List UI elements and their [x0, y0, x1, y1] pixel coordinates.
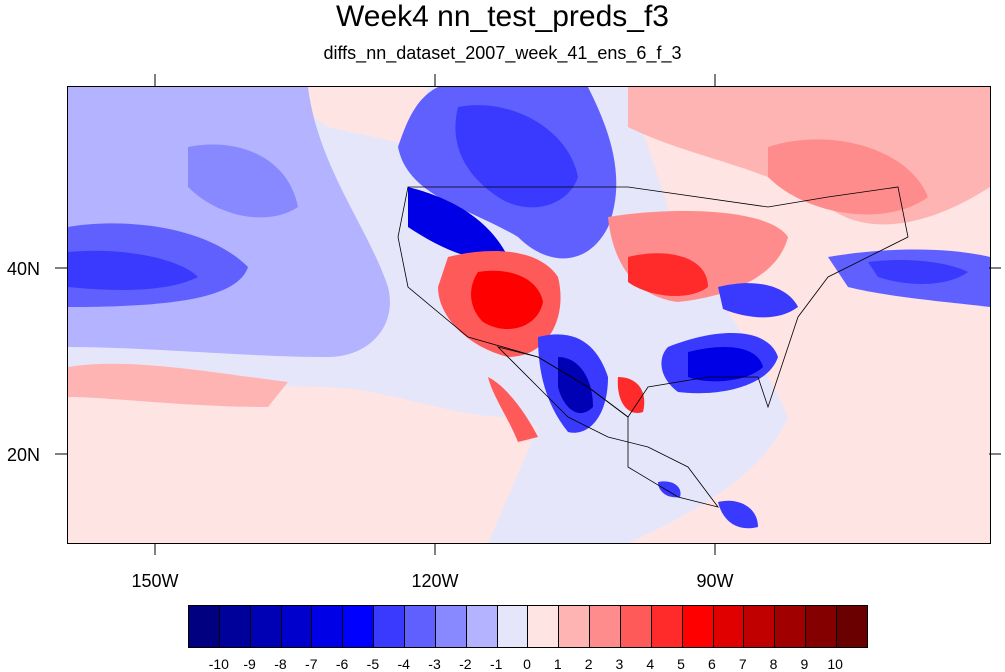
colorbar-tick-label: -7	[305, 656, 318, 672]
colorbar-tick-label: 1	[553, 656, 562, 672]
colorbar-tick-label: 6	[708, 656, 716, 672]
colorbar-box	[343, 606, 375, 647]
lat-label: 20N	[6, 445, 40, 465]
colorbar-tick-label: 0	[523, 656, 531, 672]
field-area	[718, 500, 758, 529]
colorbar-box	[189, 606, 220, 647]
colorbar-tick-label: 10	[827, 656, 843, 672]
us-outline	[397, 186, 909, 418]
colorbar-tick-label: 7	[738, 656, 747, 672]
colorbar-box	[405, 606, 436, 647]
field-area	[68, 363, 288, 407]
lon-label: 120W	[411, 571, 459, 591]
colorbar-box	[837, 606, 867, 647]
field-area	[768, 139, 928, 215]
colorbar-box	[682, 606, 714, 647]
colorbar-tick-label: 5	[677, 656, 685, 672]
field-area	[658, 481, 681, 498]
colorbar-tick-label: -2	[459, 656, 472, 672]
colorbar-box	[806, 606, 838, 647]
field-area	[628, 253, 708, 297]
field-area	[471, 270, 543, 330]
field-area	[718, 283, 798, 318]
colorbar-box	[250, 606, 282, 647]
colorbar-box	[621, 606, 652, 647]
field-area	[408, 187, 508, 260]
colorbar-box	[435, 606, 467, 647]
colorbar-box	[775, 606, 807, 647]
colorbar-tick-label: 2	[584, 656, 593, 672]
colorbar-box	[466, 606, 498, 647]
colorbar-tick-label: -6	[335, 656, 349, 672]
colorbar-tick-label: -8	[274, 656, 287, 672]
colorbar-tick-label: -4	[397, 656, 410, 672]
colorbar-tick-label: -1	[489, 656, 503, 672]
field-area	[68, 374, 538, 543]
colorbar-box	[744, 606, 776, 647]
field-area	[68, 250, 198, 290]
colorbar-box	[559, 606, 591, 647]
field-area	[688, 347, 763, 382]
colorbar-tick-label: 8	[769, 656, 778, 672]
anomaly-field	[68, 87, 990, 543]
lon-label: 150W	[131, 571, 179, 591]
plot-title: Week4 nn_test_preds_f3	[335, 0, 669, 33]
field-area	[617, 377, 645, 413]
map-panel	[67, 86, 991, 544]
colorbar-tick-label: -10	[208, 656, 229, 672]
colorbar-box	[713, 606, 745, 647]
lon-label: 90W	[696, 571, 734, 591]
lat-label: 40N	[6, 259, 40, 279]
field-area	[558, 357, 593, 414]
colorbar-tick-label: 9	[800, 656, 809, 672]
colorbar-box	[374, 606, 406, 647]
field-area	[868, 260, 968, 284]
colorbar	[188, 605, 868, 648]
colorbar-box	[312, 606, 344, 647]
field-area	[488, 377, 538, 442]
colorbar-box	[281, 606, 313, 647]
colorbar-box	[528, 606, 560, 647]
mexico-outline	[496, 346, 719, 508]
colorbar-box	[651, 606, 683, 647]
colorbar-tick-label: -3	[428, 656, 441, 672]
colorbar-tick-label: 3	[615, 656, 624, 672]
colorbar-box	[219, 606, 251, 647]
colorbar-tick-label: -5	[366, 656, 380, 672]
plot-subtitle: diffs_nn_dataset_2007_week_41_ens_6_f_3	[323, 43, 682, 63]
field-area	[455, 105, 578, 208]
colorbar-tick-label: 4	[646, 656, 655, 672]
colorbar-box	[497, 606, 529, 647]
colorbar-tick-label: -9	[243, 656, 256, 672]
colorbar-box	[590, 606, 622, 647]
field-area	[188, 144, 298, 218]
